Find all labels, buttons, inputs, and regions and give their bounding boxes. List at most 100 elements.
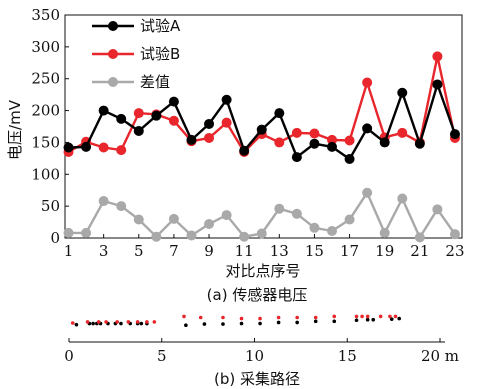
series-2-point	[239, 231, 250, 242]
path-point	[313, 319, 318, 324]
legend-label: 试验A	[140, 17, 181, 35]
series-2-point	[449, 229, 460, 240]
series-2-point	[221, 210, 232, 221]
series-1-point	[133, 108, 144, 119]
x-tick-label: 7	[169, 242, 179, 260]
series-0-point	[221, 94, 232, 105]
series-2-point	[98, 196, 109, 207]
y-tick-label: 350	[31, 6, 60, 24]
series-1-point	[327, 134, 338, 145]
path-point	[74, 322, 79, 327]
series-0-point	[133, 125, 144, 136]
series-2-point	[116, 201, 127, 212]
path-point	[388, 314, 392, 319]
series-0-point	[81, 141, 92, 152]
path-point	[313, 315, 318, 320]
series-2-point	[327, 225, 338, 236]
path-point	[182, 314, 186, 319]
series-2-point	[362, 187, 373, 198]
legend-marker	[108, 49, 118, 59]
series-2-point	[432, 204, 443, 215]
x-tick-label: 21	[410, 242, 429, 260]
path-point	[198, 315, 203, 320]
series-1-point	[362, 77, 373, 88]
path-point	[145, 320, 149, 324]
path-point	[258, 316, 262, 321]
path-point	[378, 314, 383, 319]
series-0-point	[327, 141, 338, 152]
series-2-point	[133, 214, 144, 225]
path-point	[239, 316, 244, 321]
path-point	[85, 320, 90, 324]
series-2-point	[379, 227, 390, 238]
series-2-point	[168, 213, 179, 224]
series-0-point	[397, 87, 408, 98]
series-0-point	[344, 153, 355, 164]
series-2-point	[204, 218, 215, 229]
y-axis-ticks: 0 50 100 150 200 250 300 350	[31, 6, 69, 247]
series-0-point	[116, 113, 127, 124]
path-point	[221, 315, 225, 320]
path-point	[393, 314, 398, 319]
x-tick-label: 3	[99, 242, 109, 260]
series-0-point	[309, 138, 320, 149]
y-tick-label: 50	[41, 197, 60, 215]
path-tick-label: 10	[245, 347, 264, 365]
series-1-point	[309, 128, 320, 139]
series-2-point	[186, 230, 197, 241]
path-point	[239, 321, 244, 326]
series-0-point	[204, 118, 215, 129]
series-1-point	[291, 127, 302, 138]
caption-b: (b) 采集路径	[214, 370, 300, 388]
path-point	[389, 317, 394, 321]
series-0-point	[239, 145, 250, 156]
legend-label: 试验B	[140, 45, 180, 63]
path-tick-label: 0	[64, 347, 74, 365]
series-1-point	[274, 137, 285, 148]
path-point	[397, 316, 401, 321]
x-tick-label: 13	[270, 242, 289, 260]
series-0-point	[432, 79, 443, 90]
x-tick-label: 15	[305, 242, 324, 260]
path-point	[365, 317, 370, 322]
path-point	[115, 320, 120, 324]
x-tick-label: 23	[445, 242, 464, 260]
x-tick-label: 11	[235, 242, 254, 260]
path-point	[152, 320, 157, 324]
series-0-point	[379, 137, 390, 148]
path-point	[258, 321, 262, 326]
y-tick-label: 150	[31, 133, 60, 151]
series-1-point	[344, 135, 355, 146]
path-point	[96, 320, 101, 324]
y-tick-label: 100	[31, 165, 60, 183]
path-point	[221, 322, 225, 326]
series-0-point	[362, 123, 373, 134]
series-0-point	[168, 96, 179, 107]
series-2-point	[81, 227, 92, 238]
series-2-point	[397, 193, 408, 204]
series-2-point	[274, 203, 285, 214]
caption-a: (a) 传感器电压	[207, 286, 308, 304]
x-axis-ticks: 1 3 5 7 9 11 13 15 17 19 21 23	[64, 234, 465, 260]
series-2-point	[344, 214, 355, 225]
path-chart: 0 5 10 15 20 m (b) 采集路径	[64, 314, 459, 388]
x-tick-label: 1	[64, 242, 74, 260]
series-1-point	[432, 51, 443, 62]
path-point	[135, 320, 140, 324]
path-point	[184, 323, 188, 328]
path-point	[332, 319, 337, 324]
legend-marker	[108, 21, 118, 31]
x-tick-label: 5	[134, 242, 144, 260]
series-1-point	[168, 115, 179, 126]
path-points	[70, 314, 401, 328]
path-tick-label: 20 m	[421, 347, 459, 365]
series-1-point	[98, 142, 109, 153]
x-tick-label: 9	[204, 242, 214, 260]
series-2-point	[291, 208, 302, 219]
series-0-point	[63, 142, 74, 153]
path-point	[332, 314, 337, 319]
series-0-point	[274, 108, 285, 119]
path-point	[119, 321, 123, 326]
